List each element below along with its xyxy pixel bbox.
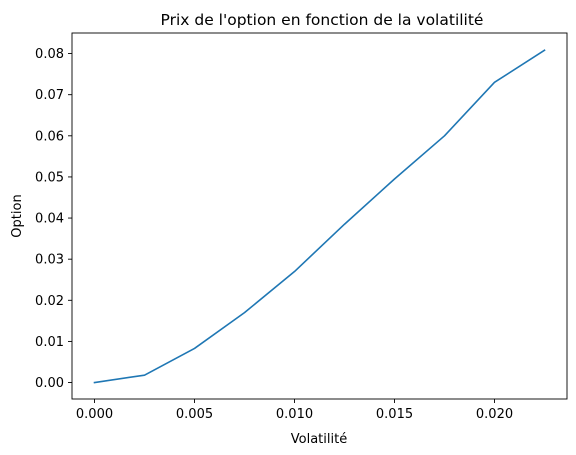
series-layer	[93, 49, 546, 384]
y-tick-label: 0.02	[35, 294, 64, 309]
x-tick-label: 0.015	[376, 407, 413, 422]
x-tick-label: 0.005	[176, 407, 213, 422]
y-tick-label: 0.03	[35, 253, 64, 268]
x-tick-label: 0.020	[476, 407, 513, 422]
series-line	[93, 49, 546, 384]
plot-frame	[71, 32, 568, 400]
y-axis-label: Option	[10, 194, 25, 237]
y-tick-label: 0.06	[35, 129, 64, 144]
y-axis-ticks: 0.00 0.01 0.02 0.03 0.04 0.05 0.06 0.07 0.08	[35, 47, 72, 391]
x-tick-label: 0.000	[76, 407, 113, 422]
y-tick-label: 0.00	[35, 376, 64, 391]
x-tick-label: 0.010	[276, 407, 313, 422]
x-axis-label: Volatilité	[291, 432, 347, 447]
y-tick-label: 0.07	[35, 88, 64, 103]
x-axis-ticks: 0.000 0.005 0.010 0.015 0.020	[76, 399, 513, 422]
y-tick-label: 0.08	[35, 47, 64, 62]
y-tick-label: 0.04	[35, 212, 64, 227]
chart-title: Prix de l'option en fonction de la volat…	[161, 11, 484, 29]
y-tick-label: 0.01	[35, 335, 64, 350]
y-tick-label: 0.05	[35, 170, 64, 185]
